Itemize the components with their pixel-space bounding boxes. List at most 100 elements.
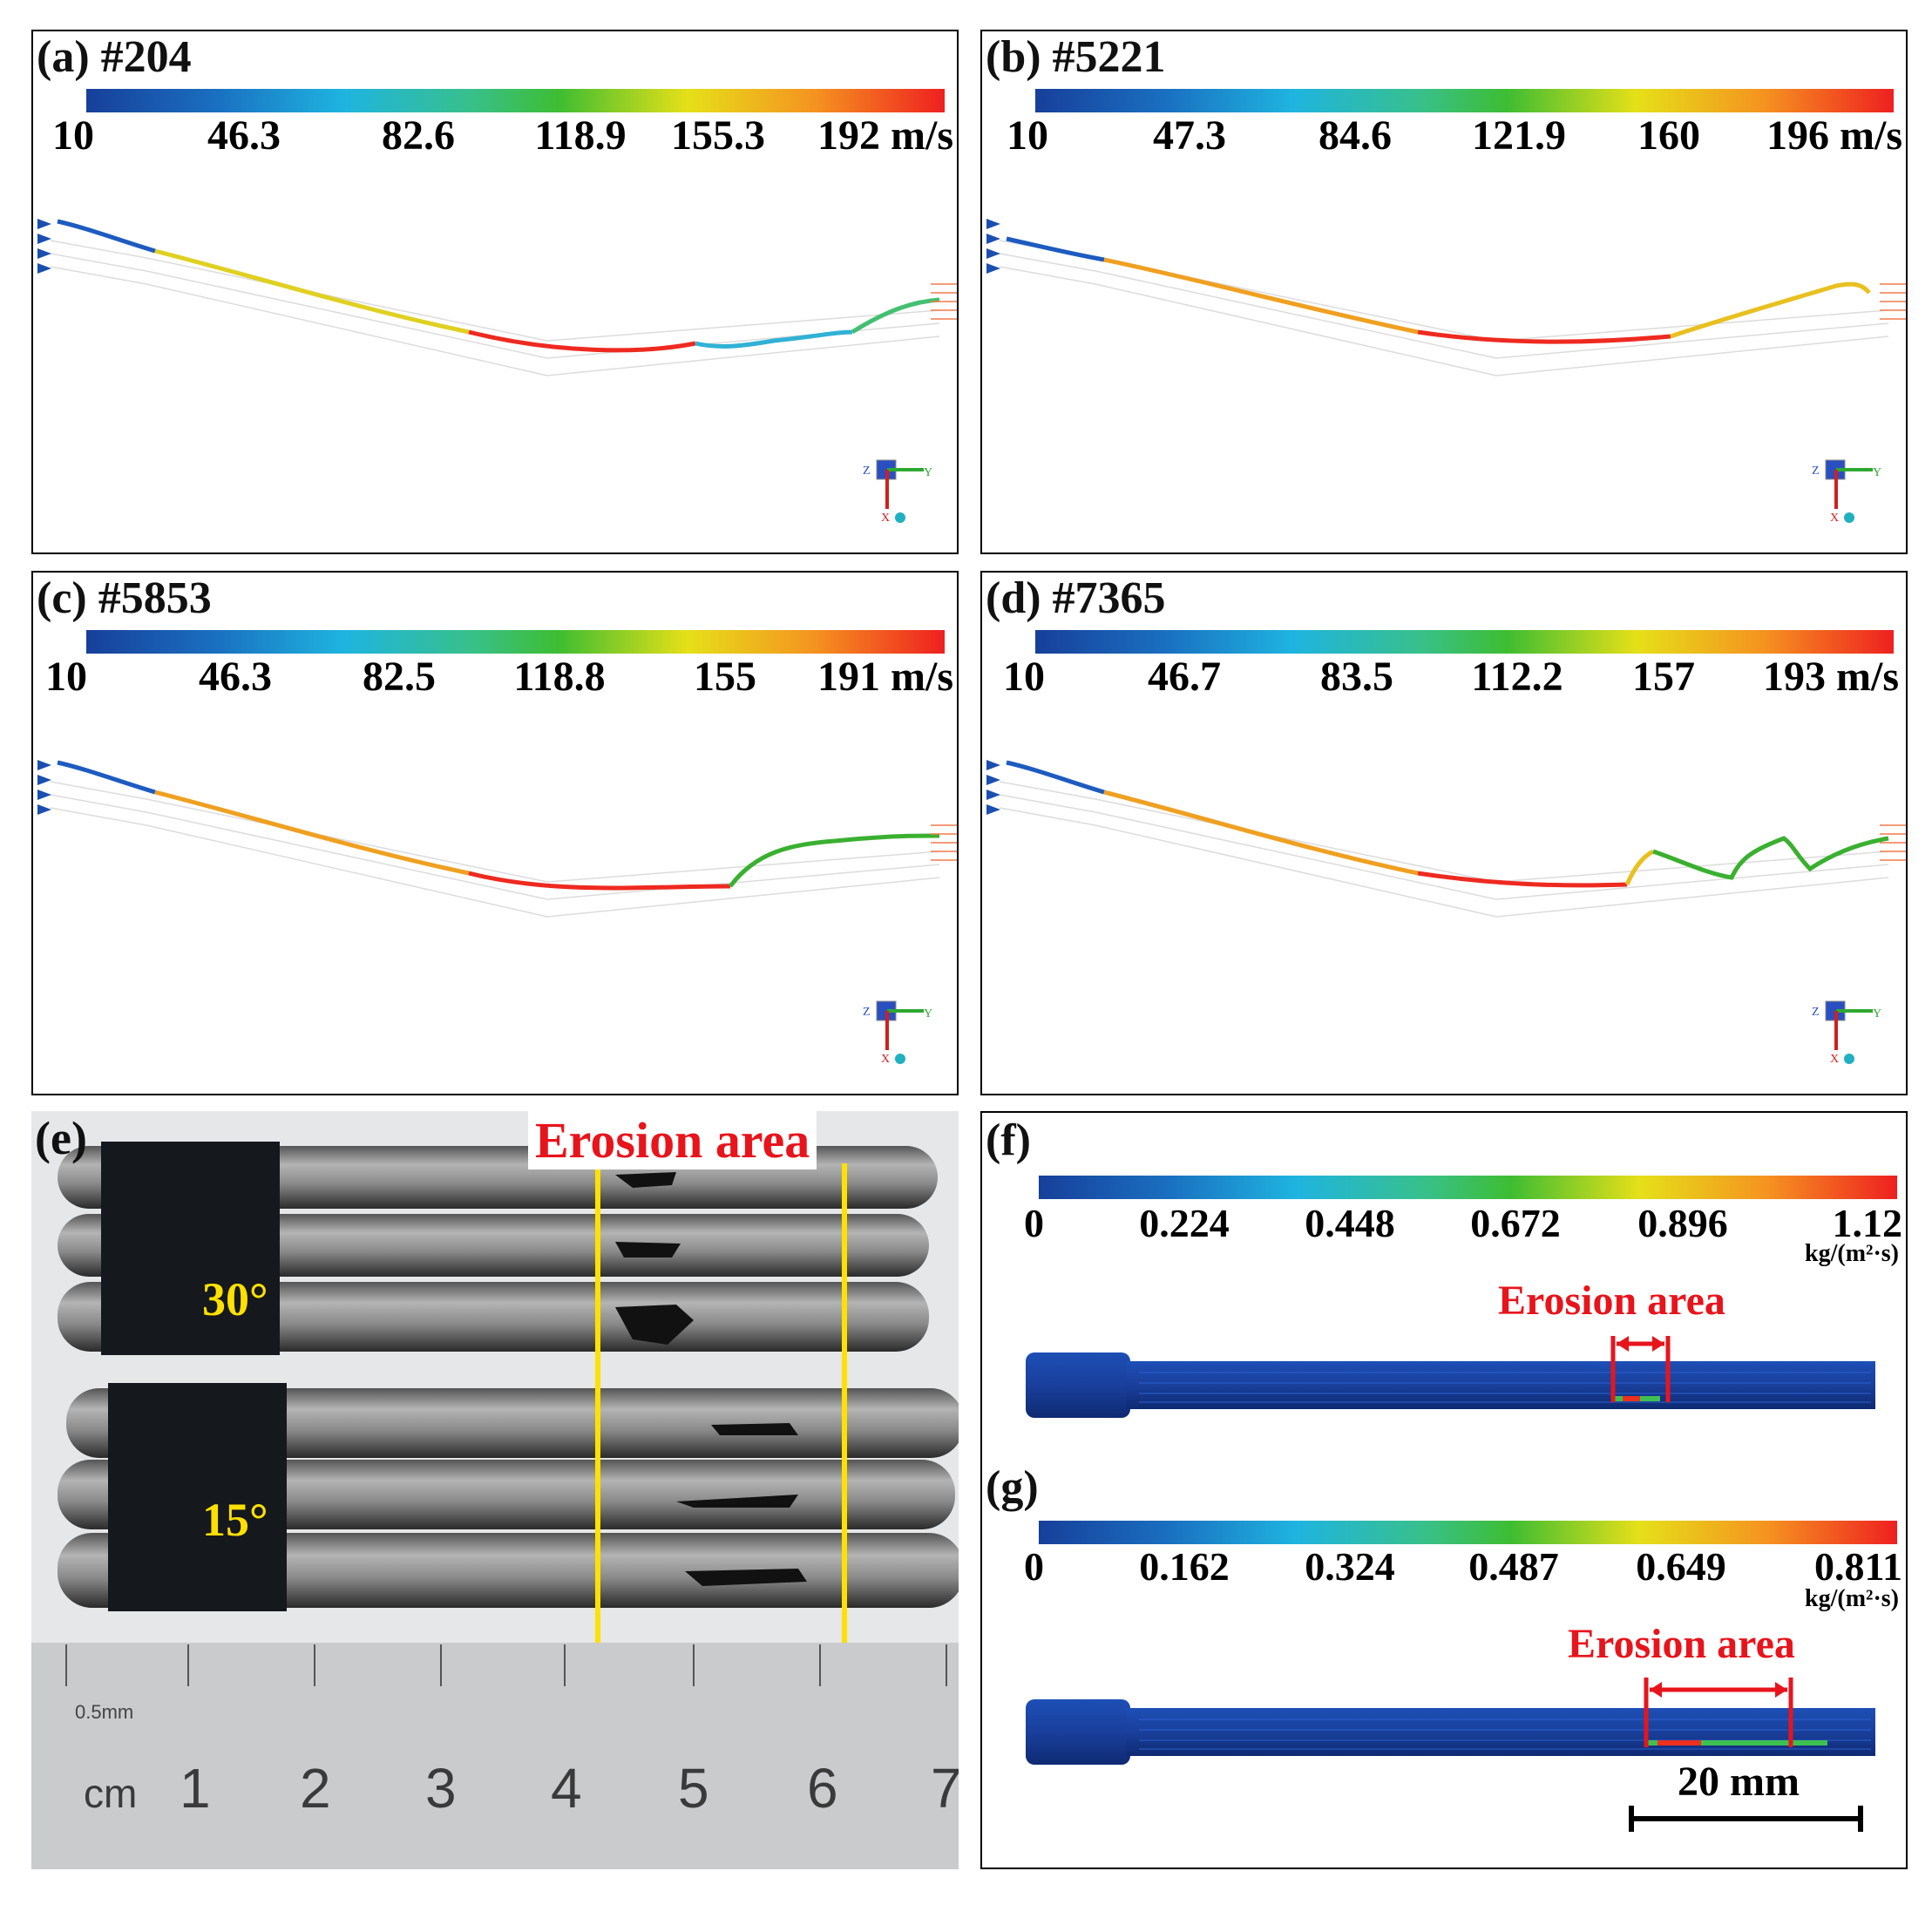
velocity-colorbar xyxy=(1035,89,1894,112)
panel-b: (b) #5221 10 47.3 84.6 121.9 160 196 m/s… xyxy=(980,30,1908,554)
panel-c-label: (c) #5853 xyxy=(37,573,212,623)
ruler-number: 4 xyxy=(551,1757,582,1820)
particle-trajectory xyxy=(37,219,957,376)
velocity-colorbar xyxy=(86,630,945,654)
tick-label: 118.9 xyxy=(534,112,627,159)
svg-text:X: X xyxy=(881,1053,890,1066)
tick-label: 155 xyxy=(694,654,756,700)
particle-trajectory xyxy=(986,760,1906,918)
svg-text:X: X xyxy=(1830,512,1839,525)
panel-a: (a) #204 10 46.3 82.6 118.9 155.3 192 m/… xyxy=(31,30,959,554)
tick-label: 0.649 xyxy=(1636,1544,1726,1589)
tick-label: 82.5 xyxy=(363,654,436,700)
colorbar-ticks-f: 0 0.224 0.448 0.672 0.896 1.12 xyxy=(982,1200,1906,1252)
tick-label: 192 m/s xyxy=(817,112,953,159)
ruler-small-label: 0.5mm xyxy=(75,1701,134,1723)
tick-label: 0.672 xyxy=(1470,1201,1561,1245)
axis-triad-icon: Y X Z xyxy=(863,459,932,525)
ruler-number: 2 xyxy=(300,1757,331,1820)
svg-text:Z: Z xyxy=(1812,1006,1820,1019)
colorbar-ticks: 10 47.3 84.6 121.9 160 196 m/s xyxy=(982,112,1906,164)
tick-label: 46.3 xyxy=(199,654,272,700)
ruler-number: 3 xyxy=(425,1757,457,1820)
svg-text:Z: Z xyxy=(1812,464,1820,478)
svg-text:Z: Z xyxy=(863,1006,871,1019)
axis-triad-icon: Y X Z xyxy=(1812,1000,1881,1066)
tick-label: 1.12 xyxy=(1832,1201,1903,1245)
panel-fg: (f) 0 0.224 0.448 0.672 0.896 1.12 kg/(m… xyxy=(980,1111,1908,1869)
tick-label: 0.448 xyxy=(1305,1201,1395,1245)
tick-label: 0.162 xyxy=(1139,1544,1230,1589)
erosion-area-label-g: Erosion area xyxy=(1568,1621,1795,1667)
tick-label: 118.8 xyxy=(513,654,606,700)
pipe-model-g xyxy=(1026,1678,1875,1765)
tick-label: 0.224 xyxy=(1139,1201,1230,1245)
svg-text:X: X xyxy=(881,512,890,525)
tick-label: 84.6 xyxy=(1319,112,1392,159)
panel-e-label: (e) xyxy=(35,1112,87,1164)
panel-g-label: (g) xyxy=(986,1462,1039,1512)
panel-e-photo: (e) Erosion area 30° 15° 0.5mm cm 1 2 3 … xyxy=(31,1111,959,1869)
tick-label: 10 xyxy=(1007,112,1048,159)
tick-label: 157 xyxy=(1632,654,1695,700)
colorbar-ticks: 10 46.3 82.5 118.8 155 191 m/s xyxy=(33,653,957,705)
velocity-colorbar xyxy=(1035,630,1894,654)
colorbar-ticks: 10 46.7 83.5 112.2 157 193 m/s xyxy=(982,653,1906,705)
tick-label: 10 xyxy=(45,654,87,700)
unit-label-f: kg/(m²·s) xyxy=(1805,1240,1899,1267)
angle-label-30: 30° xyxy=(202,1273,268,1325)
pipe-model-f xyxy=(1026,1336,1875,1418)
svg-text:X: X xyxy=(1830,1053,1839,1066)
tick-label: 82.6 xyxy=(382,112,455,159)
ruler-number: 6 xyxy=(807,1757,838,1820)
tick-label: 10 xyxy=(52,112,94,159)
tick-label: 0.811 xyxy=(1814,1544,1902,1589)
tick-label: 155.3 xyxy=(671,112,765,159)
tick-label: 46.3 xyxy=(207,112,281,159)
svg-text:Y: Y xyxy=(924,1007,932,1020)
panel-a-label: (a) #204 xyxy=(37,32,192,82)
tick-label: 196 m/s xyxy=(1766,112,1902,159)
colorbar-ticks: 10 46.3 82.6 118.9 155.3 192 m/s xyxy=(33,112,957,164)
tick-label: 0.896 xyxy=(1637,1201,1728,1245)
particle-trajectory xyxy=(986,219,1906,376)
ruler-number: 7 xyxy=(931,1757,959,1820)
tick-label: 0 xyxy=(1024,1544,1044,1589)
tick-label: 0 xyxy=(1024,1201,1044,1245)
scale-bar-label: 20 mm xyxy=(1678,1759,1800,1805)
erosion-rate-colorbar-f xyxy=(1039,1176,1897,1199)
tick-label: 112.2 xyxy=(1471,654,1563,700)
tick-label: 193 m/s xyxy=(1763,654,1899,700)
ruler-number: 1 xyxy=(180,1757,211,1820)
ruler-number: 5 xyxy=(678,1757,709,1820)
erosion-area-label-f: Erosion area xyxy=(1498,1278,1725,1324)
particle-trajectory xyxy=(37,760,957,918)
panel-b-label: (b) #5221 xyxy=(986,32,1166,82)
svg-text:Y: Y xyxy=(1873,466,1881,479)
tick-label: 0.487 xyxy=(1468,1544,1559,1589)
specimen-photo xyxy=(31,1111,959,1869)
colorbar-ticks-g: 0 0.162 0.324 0.487 0.649 0.811 xyxy=(982,1543,1906,1596)
erosion-area-label: Erosion area xyxy=(528,1111,817,1169)
panel-d: (d) #7365 10 46.7 83.5 112.2 157 193 m/s… xyxy=(980,571,1908,1095)
scale-bar xyxy=(1629,1806,1863,1832)
panel-d-label: (d) #7365 xyxy=(986,573,1166,623)
angle-label-15: 15° xyxy=(202,1494,268,1546)
tick-label: 191 m/s xyxy=(817,654,953,700)
velocity-colorbar xyxy=(86,89,945,112)
axis-triad-icon: Y X Z xyxy=(1812,459,1881,525)
tick-label: 46.7 xyxy=(1148,654,1221,700)
tick-label: 10 xyxy=(1003,654,1045,700)
ruler-unit: cm xyxy=(84,1771,138,1816)
tick-label: 160 xyxy=(1637,112,1700,159)
tick-label: 0.324 xyxy=(1305,1544,1395,1589)
unit-label-g: kg/(m²·s) xyxy=(1805,1585,1899,1612)
svg-text:Z: Z xyxy=(863,464,871,478)
panel-c: (c) #5853 10 46.3 82.5 118.8 155 191 m/s… xyxy=(31,571,959,1095)
panel-f-label: (f) xyxy=(986,1115,1031,1165)
tick-label: 121.9 xyxy=(1472,112,1566,159)
erosion-rate-colorbar-g xyxy=(1039,1521,1897,1544)
axis-triad-icon: Y X Z xyxy=(863,1000,932,1066)
tick-label: 83.5 xyxy=(1320,654,1393,700)
svg-text:Y: Y xyxy=(924,466,932,479)
